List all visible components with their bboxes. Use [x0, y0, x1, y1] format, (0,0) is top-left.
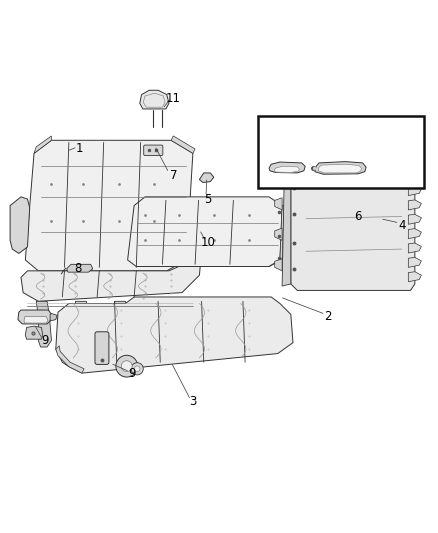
- Text: 4: 4: [398, 219, 406, 232]
- Polygon shape: [184, 206, 210, 251]
- Polygon shape: [269, 162, 305, 173]
- Polygon shape: [36, 301, 51, 347]
- Polygon shape: [10, 197, 30, 254]
- Polygon shape: [171, 136, 195, 154]
- Polygon shape: [408, 257, 421, 268]
- Polygon shape: [56, 346, 84, 373]
- Polygon shape: [115, 301, 130, 347]
- Text: 1: 1: [76, 142, 84, 156]
- Polygon shape: [408, 243, 421, 253]
- Polygon shape: [274, 166, 300, 173]
- Polygon shape: [408, 185, 421, 196]
- Polygon shape: [315, 161, 366, 174]
- Polygon shape: [408, 200, 421, 210]
- Text: 3: 3: [189, 395, 197, 408]
- Polygon shape: [408, 214, 421, 224]
- Polygon shape: [199, 173, 214, 182]
- Polygon shape: [408, 171, 421, 181]
- Text: 7: 7: [170, 168, 177, 182]
- Polygon shape: [275, 198, 282, 210]
- Polygon shape: [127, 197, 282, 266]
- Polygon shape: [269, 206, 284, 266]
- Polygon shape: [50, 313, 57, 321]
- Ellipse shape: [131, 362, 143, 375]
- FancyBboxPatch shape: [95, 332, 109, 365]
- Polygon shape: [56, 297, 293, 373]
- Polygon shape: [275, 228, 282, 240]
- Text: 2: 2: [324, 310, 332, 323]
- Text: 11: 11: [166, 92, 181, 106]
- Polygon shape: [18, 310, 51, 324]
- Ellipse shape: [134, 366, 140, 372]
- Ellipse shape: [121, 361, 132, 372]
- Polygon shape: [75, 301, 91, 347]
- Polygon shape: [188, 221, 208, 232]
- Polygon shape: [275, 259, 282, 271]
- Polygon shape: [282, 171, 291, 286]
- Polygon shape: [25, 140, 193, 271]
- Text: 5: 5: [205, 192, 212, 206]
- Text: 9: 9: [41, 334, 49, 347]
- Polygon shape: [25, 326, 43, 339]
- Polygon shape: [158, 301, 173, 347]
- Polygon shape: [67, 264, 93, 272]
- Polygon shape: [140, 90, 169, 109]
- Text: 9: 9: [128, 367, 136, 379]
- Polygon shape: [408, 272, 421, 282]
- Polygon shape: [291, 164, 415, 290]
- Bar: [258, 116, 424, 188]
- Text: 6: 6: [354, 210, 362, 223]
- Polygon shape: [34, 136, 51, 154]
- Polygon shape: [24, 317, 48, 323]
- FancyBboxPatch shape: [144, 145, 163, 156]
- Polygon shape: [318, 164, 362, 173]
- Ellipse shape: [116, 356, 138, 377]
- Text: 10: 10: [201, 236, 215, 249]
- Polygon shape: [21, 251, 201, 301]
- Polygon shape: [408, 229, 421, 239]
- Text: 8: 8: [74, 262, 81, 275]
